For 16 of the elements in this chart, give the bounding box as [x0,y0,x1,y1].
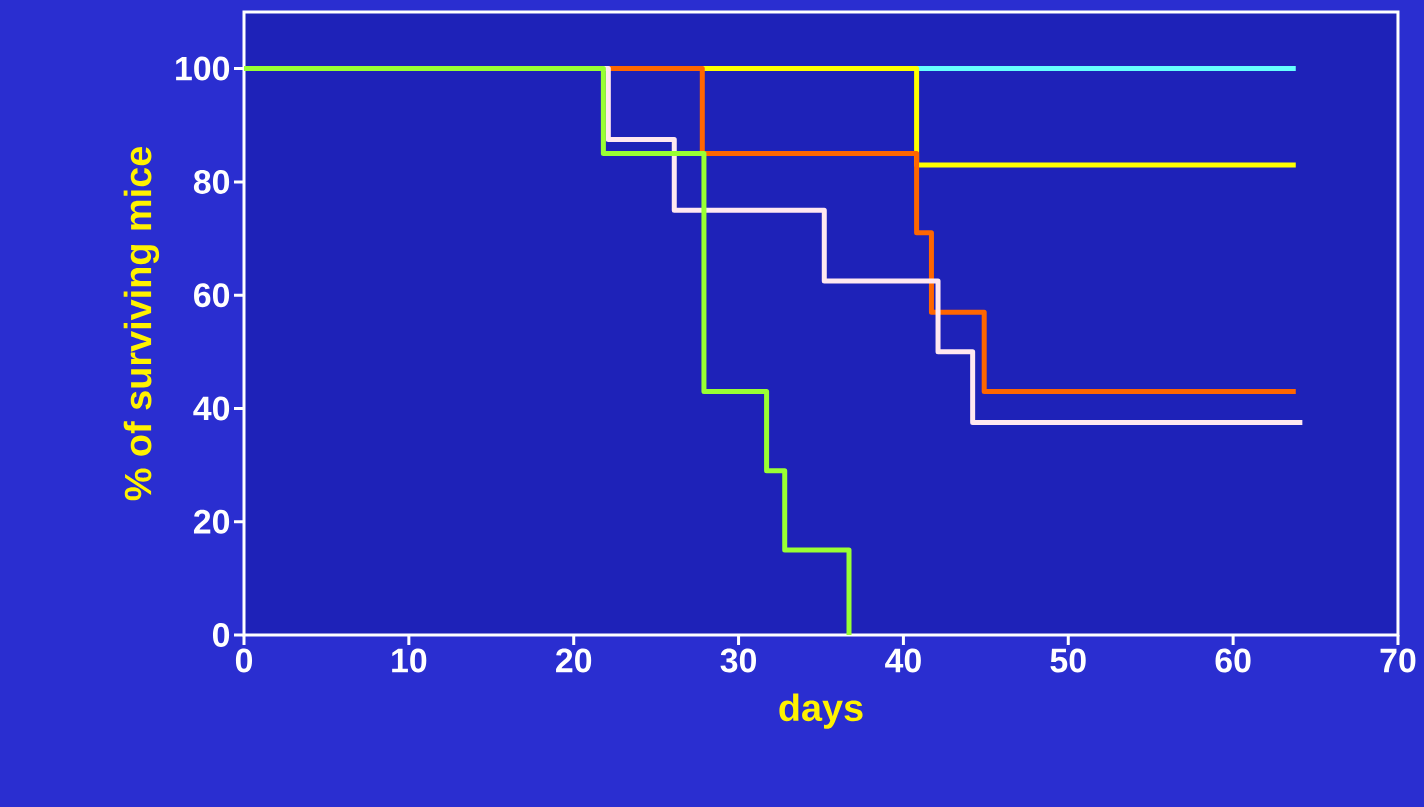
y-tick-label: 20 [193,509,230,534]
x-axis-title: days [779,693,863,729]
x-tick-label: 30 [720,648,757,673]
y-tick-label: 80 [193,169,230,194]
y-axis-title: % of surviving mice [123,147,160,501]
x-tick-label: 70 [1380,648,1416,673]
x-tick-label: 40 [885,648,921,673]
y-tick-label: 100 [176,56,230,81]
x-tick-label: 60 [1215,648,1251,673]
x-tick-label: 50 [1050,648,1086,673]
x-tick-label: 20 [556,648,592,673]
y-tick-label: 60 [194,283,230,308]
x-tick-label: 0 [235,648,253,673]
x-tick-label: 10 [392,648,427,673]
y-tick-label: 0 [212,623,230,647]
y-tick-label: 40 [193,396,230,421]
